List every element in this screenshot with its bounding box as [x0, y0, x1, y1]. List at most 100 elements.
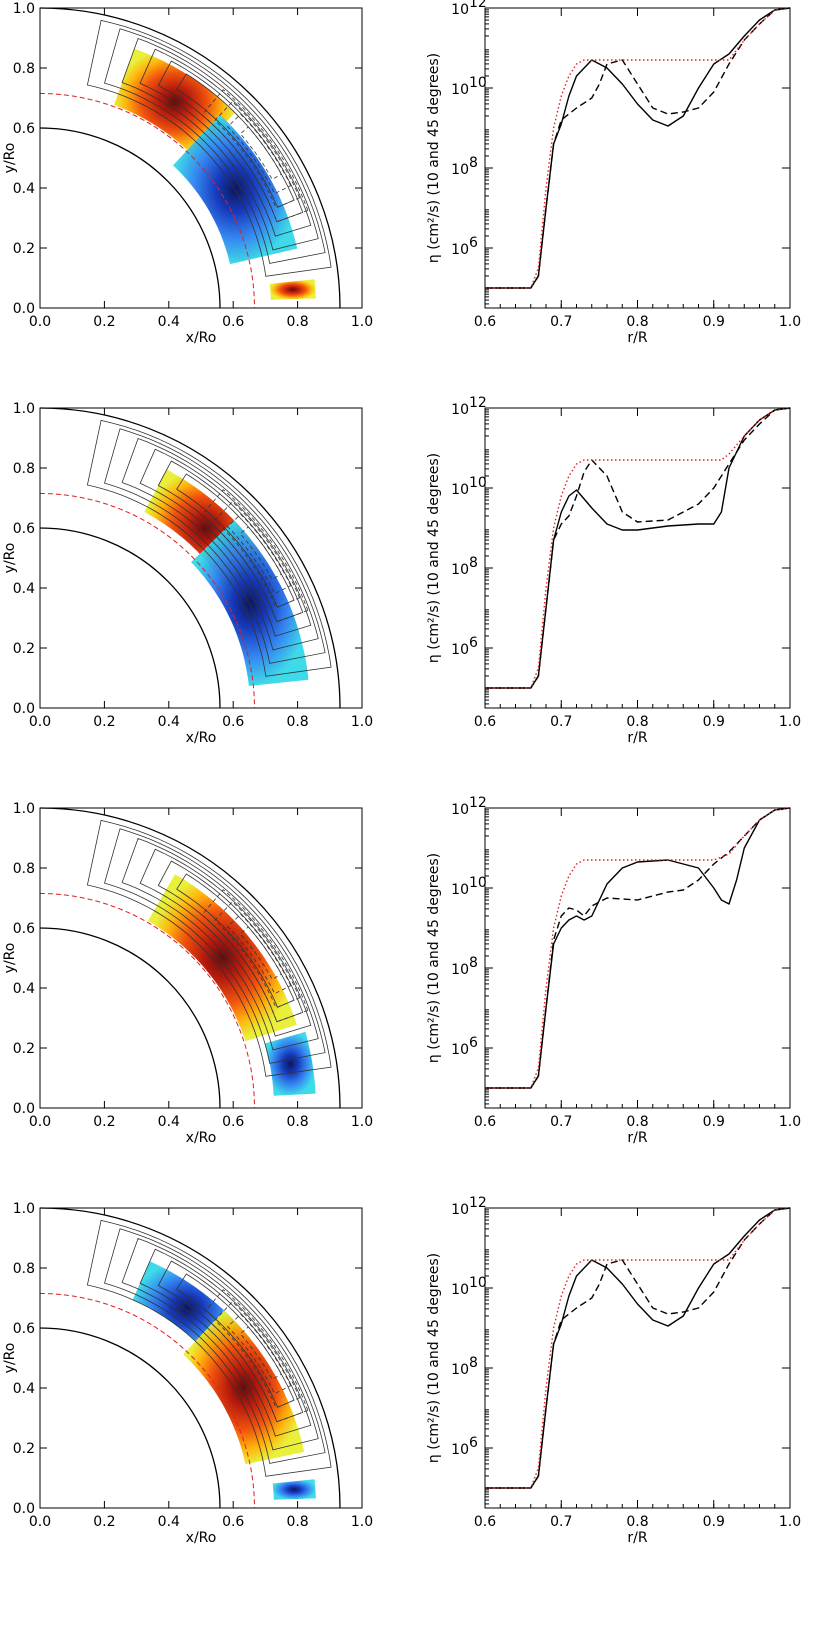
streamline-contour — [104, 828, 326, 1064]
x-tick-label: 0.6 — [222, 1514, 244, 1530]
y-tick-label-exponent: 12 — [469, 795, 487, 811]
y-tick-label-exponent: 12 — [469, 395, 487, 411]
streamline-contour — [139, 448, 312, 637]
y-tick-label: 1.0 — [13, 801, 35, 817]
x-tick-label: 0.6 — [474, 714, 496, 730]
y-tick-label-base: 10 — [451, 802, 469, 818]
y-tick-label: 0.0 — [13, 301, 35, 317]
x-tick-label: 0.2 — [93, 714, 115, 730]
outer-boundary-arc — [39, 7, 341, 309]
y-tick-label-base: 10 — [451, 962, 469, 978]
x-tick-label: 0.7 — [550, 1514, 572, 1530]
x-tick-label: 0.8 — [286, 714, 308, 730]
x-tick-label: 0.6 — [222, 714, 244, 730]
x-tick-label: 0.7 — [550, 314, 572, 330]
x-tick-label: 0.4 — [158, 314, 180, 330]
y-tick-label: 0.4 — [13, 581, 35, 597]
plot-frame — [39, 1207, 363, 1509]
y-tick-label: 0.6 — [13, 921, 35, 937]
y-tick-label-exponent: 12 — [469, 1195, 487, 1211]
streamline-contour — [86, 19, 332, 277]
streamline-contour-dashed — [227, 113, 292, 195]
x-tick-label: 0.2 — [93, 1114, 115, 1130]
x-tick-label: 1.0 — [779, 1114, 801, 1130]
y-tick-label: 0.8 — [13, 461, 35, 477]
streamline-contour-dashed — [214, 901, 301, 1009]
y-tick-label: 0.2 — [13, 1441, 35, 1457]
tachocline-dashed-arc — [39, 493, 255, 709]
y-tick-label: 0.2 — [13, 1041, 35, 1057]
inner-boundary-arc — [39, 527, 221, 709]
inner-boundary-arc — [39, 1327, 221, 1509]
x-axis-label: x/Ro — [186, 1130, 217, 1146]
x-tick-label: 0.6 — [474, 314, 496, 330]
streamline-contour-dashed — [227, 913, 292, 995]
y-axis-label: y/Ro — [2, 143, 18, 174]
x-tick-label: 0.9 — [703, 1114, 725, 1130]
y-tick-label-exponent: 8 — [469, 955, 478, 971]
streamline-contour — [86, 419, 332, 677]
y-tick-label: 0.0 — [13, 1101, 35, 1117]
y-tick-label-base: 10 — [451, 402, 469, 418]
tachocline-dashed-arc — [39, 1293, 255, 1509]
streamline-contour — [139, 848, 312, 1037]
eta-series-solid — [485, 1207, 791, 1489]
plot-frame — [39, 7, 363, 309]
x-axis-label: r/R — [627, 330, 647, 346]
y-tick-label: 0.2 — [13, 641, 35, 657]
streamline-contour — [104, 28, 326, 264]
y-axis-label: η (cm²/s) (10 and 45 degrees) — [426, 453, 442, 663]
y-tick-label-base: 10 — [451, 162, 469, 178]
negative-field-region-2 — [272, 1479, 316, 1500]
y-tick-label: 1.0 — [13, 1, 35, 17]
y-tick-label-exponent: 6 — [469, 1435, 478, 1451]
y-tick-label: 1.0 — [13, 401, 35, 417]
x-tick-label: 1.0 — [351, 1514, 373, 1530]
y-tick-label-exponent: 8 — [469, 1355, 478, 1371]
meridional-panel-1: 0.0 0.2 0.4 0.6 0.8 1.0 0.0 0.2 0.4 0.6 0.8 1.0 x/Ro… — [2, 401, 373, 746]
eta-series-solid — [485, 7, 791, 289]
x-axis-label: x/Ro — [186, 730, 217, 746]
y-tick-label-exponent: 12 — [469, 0, 487, 11]
x-tick-label: 0.9 — [703, 1514, 725, 1530]
x-tick-label: 1.0 — [351, 314, 373, 330]
streamline-contour-dashed — [201, 89, 309, 223]
y-tick-label-exponent: 10 — [469, 475, 487, 491]
eta-series-dashed — [485, 1207, 791, 1489]
streamline-contour — [121, 837, 319, 1051]
streamline-contour — [157, 1260, 304, 1423]
x-tick-label: 0.8 — [626, 1514, 648, 1530]
negative-field-region-1 — [264, 1031, 316, 1096]
x-tick-label: 0.4 — [158, 1514, 180, 1530]
streamline-contour-dashed — [201, 1289, 309, 1423]
eta-series-solid — [485, 407, 791, 689]
y-tick-label: 0.4 — [13, 181, 35, 197]
streamline-contour — [157, 860, 304, 1023]
outer-boundary-arc — [39, 1207, 341, 1509]
streamline-contour — [121, 437, 319, 651]
y-tick-label-exponent: 6 — [469, 235, 478, 251]
x-tick-label: 0.8 — [286, 314, 308, 330]
positive-field-region-0 — [148, 874, 297, 1042]
streamline-contour — [157, 60, 304, 223]
plot-frame — [39, 807, 363, 1109]
y-tick-label-exponent: 8 — [469, 155, 478, 171]
x-tick-label: 1.0 — [779, 714, 801, 730]
y-tick-label-base: 10 — [451, 82, 469, 98]
y-axis-label: η (cm²/s) (10 and 45 degrees) — [426, 53, 442, 263]
y-tick-label: 0.4 — [13, 1381, 35, 1397]
x-tick-label: 0.0 — [29, 714, 51, 730]
x-tick-label: 0.8 — [626, 714, 648, 730]
streamline-contour-dashed — [214, 101, 301, 209]
y-axis-label: y/Ro — [2, 943, 18, 974]
meridional-panel-2: 0.0 0.2 0.4 0.6 0.8 1.0 0.0 0.2 0.4 0.6 0.8 1.0 x/Ro… — [2, 801, 373, 1146]
x-tick-label: 0.7 — [550, 1114, 572, 1130]
x-tick-label: 0.9 — [703, 714, 725, 730]
streamline-contour — [157, 460, 304, 623]
streamline-contour — [121, 37, 319, 251]
x-tick-label: 0.2 — [93, 314, 115, 330]
